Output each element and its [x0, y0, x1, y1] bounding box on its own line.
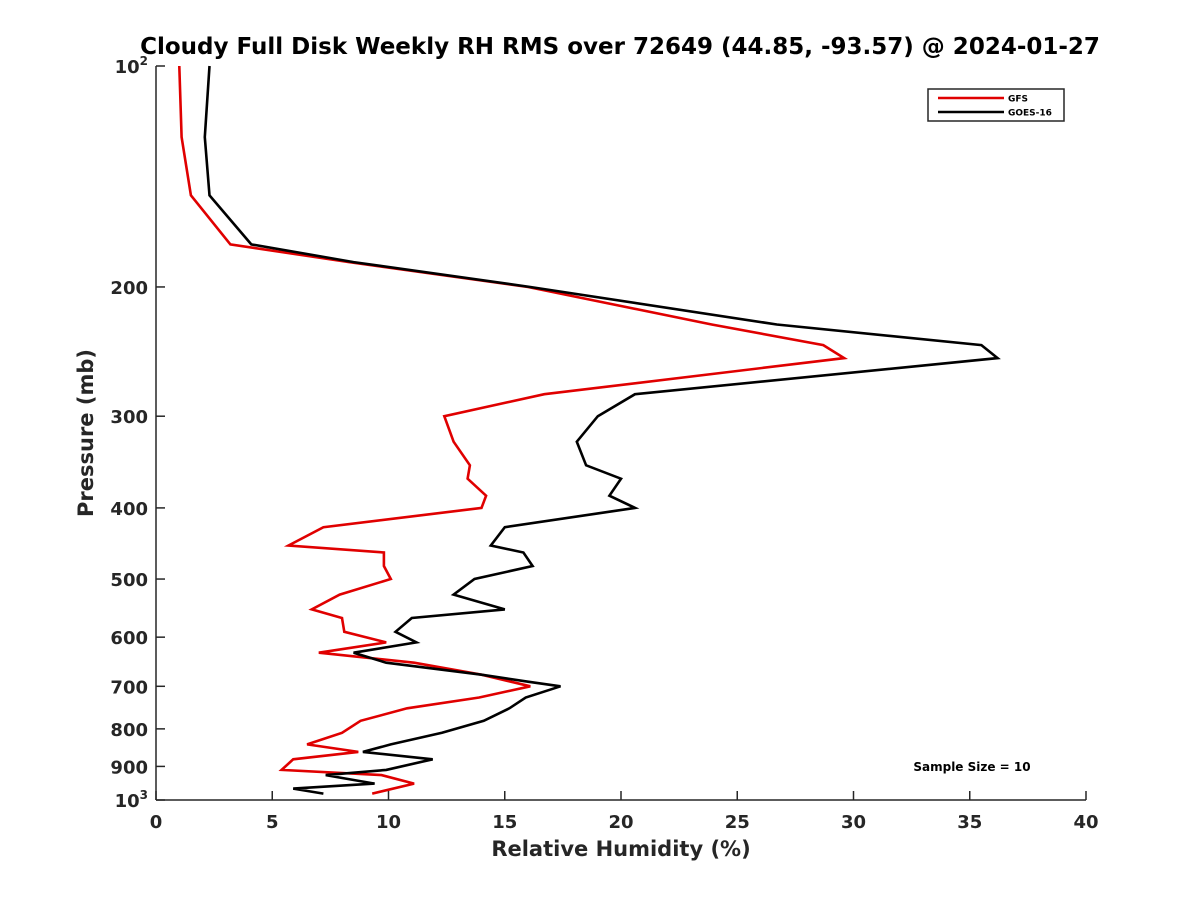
- x-tick-label: 40: [1073, 812, 1098, 833]
- y-tick-label: 500: [110, 570, 148, 591]
- chart-legend: GFS GOES-16: [927, 88, 1065, 122]
- x-tick-label: 30: [841, 812, 866, 833]
- y-tick-label: 600: [110, 628, 148, 649]
- x-tick-label: 5: [266, 812, 279, 833]
- y-tick-label: 700: [110, 677, 148, 698]
- x-tick-label: 10: [376, 812, 401, 833]
- legend-label-gfs: GFS: [1008, 95, 1028, 105]
- y-tick-label: 102: [115, 54, 148, 78]
- series-line-goes-16: [203, 65, 1001, 795]
- y-tick-label: 200: [110, 278, 148, 299]
- plot-axes: 0 5 10 15 20 25 30 35 40 102 200 300 400 500 600 700 800…: [110, 54, 1098, 833]
- y-tick-label: 400: [110, 499, 148, 520]
- x-tick-label: 25: [725, 812, 750, 833]
- legend-label-goes-16: GOES-16: [1008, 109, 1052, 119]
- y-tick-label: 900: [110, 757, 148, 778]
- x-tick-label: 15: [492, 812, 517, 833]
- y-tick-label: 800: [110, 720, 148, 741]
- x-tick-label: 0: [150, 812, 163, 833]
- series-layer: [178, 65, 1001, 795]
- x-axis-label: Relative Humidity (%): [491, 837, 750, 861]
- y-tick-label: 103: [115, 788, 148, 812]
- legend-box: [927, 88, 1065, 122]
- y-tick-label: 300: [110, 407, 148, 428]
- chart-title: Cloudy Full Disk Weekly RH RMS over 7264…: [140, 34, 1100, 60]
- sample-size-annotation: Sample Size = 10: [913, 760, 1030, 774]
- x-tick-label: 35: [957, 812, 982, 833]
- y-axis-label: Pressure (mb): [74, 349, 98, 517]
- x-tick-label: 20: [608, 812, 633, 833]
- series-line-gfs: [178, 65, 849, 795]
